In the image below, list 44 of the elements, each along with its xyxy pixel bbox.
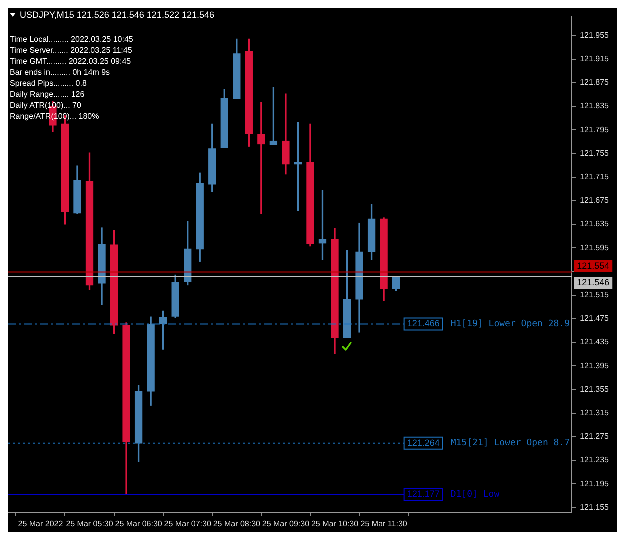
y-tick-label: 121.955 [580,30,610,40]
y-tick-label: 121.195 [580,479,610,488]
x-tick-label: 25 Mar 08:30 [213,519,262,528]
annotation: Daily Range....... 126 [10,89,86,100]
y-tick-label: 121.515 [580,290,610,300]
ref-line-label: 121.546 [577,277,610,288]
y-tick-label: 121.435 [580,338,610,347]
x-tick-label: 25 Mar 05:30 [66,519,114,528]
y-tick-label: 121.915 [580,54,610,64]
x-tick-label: 25 Mar 11:30 [360,519,408,528]
candlestick [258,102,266,214]
ref-line-label: 121.466 [407,318,440,329]
annotation: Time GMT......... 2022.03.25 09:45 [10,56,132,67]
y-tick-label: 121.475 [580,314,610,324]
y-tick-label: 121.675 [580,196,610,206]
y-tick-label: 121.875 [580,78,610,88]
annotation: M15[21] Lower Open 8.7 [450,438,570,449]
ref-line-label: 121.554 [577,260,610,271]
y-tick-label: 121.635 [580,220,610,229]
y-tick-label: 121.315 [580,408,610,418]
y-tick-label: 121.755 [580,148,610,158]
annotation: Time Server....... 2022.03.25 11:45 [10,45,134,56]
annotation: Time Local......... 2022.03.25 10:45 [10,34,134,45]
x-tick-label: 25 Mar 09:30 [262,519,310,528]
x-tick-label: 25 Mar 10:30 [311,519,360,528]
x-tick-label: 25 Mar 2022 [18,519,64,528]
annotation: D1[0] Low [450,490,500,500]
y-tick-label: 121.795 [580,125,610,134]
y-tick-label: 121.715 [580,172,610,182]
x-tick-label: 25 Mar 06:30 [115,519,163,528]
y-tick-label: 121.595 [580,243,610,252]
ref-line-label: 121.177 [407,489,440,500]
annotation: Bar ends in......... 0h 14m 9s [10,67,112,78]
y-tick-label: 121.355 [580,384,610,394]
y-tick-label: 121.835 [580,102,610,111]
x-tick-label: 25 Mar 07:30 [164,519,212,528]
y-tick-label: 121.395 [580,361,610,370]
annotation: H1[19] Lower Open 28.9 [450,320,570,330]
y-tick-label: 121.155 [580,502,610,512]
y-tick-label: 121.275 [580,432,610,442]
annotation: Spread Pips......... 0.8 [10,78,88,89]
y-tick-label: 121.235 [580,456,610,465]
chart-title: USDJPY,M15 121.526 121.546 121.522 121.546 [20,10,214,20]
ref-line-label: 121.264 [407,438,440,448]
